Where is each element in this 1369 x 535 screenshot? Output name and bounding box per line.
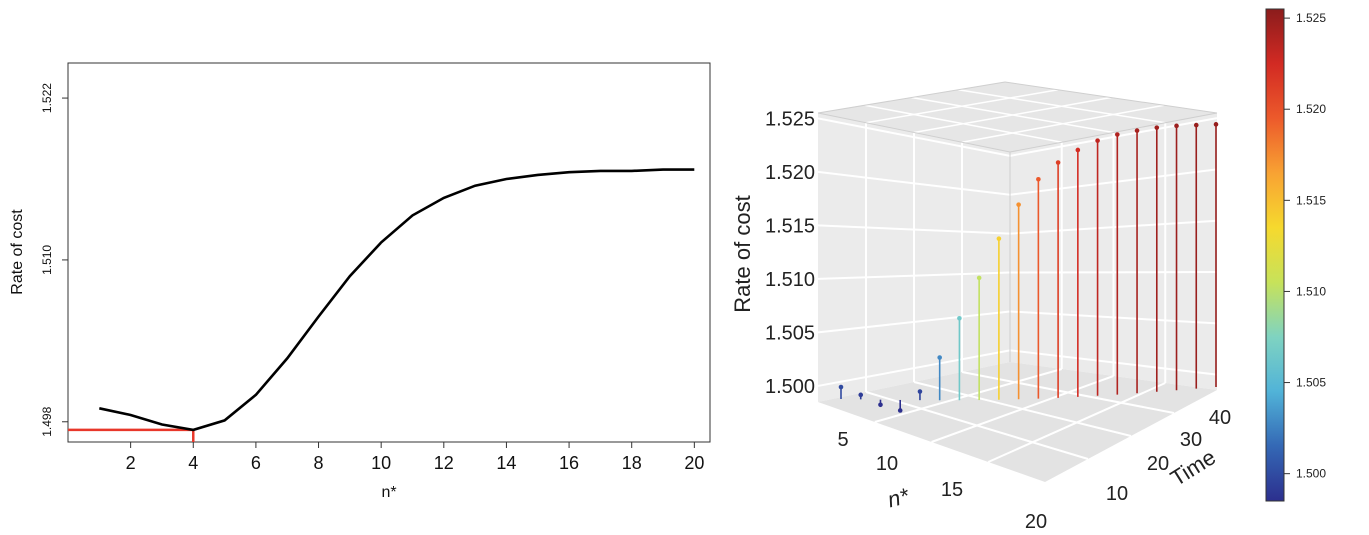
time-tick-label: 40 [1209,407,1231,429]
y-tick-label: 1.498 [40,406,54,436]
stem-point [996,236,1002,241]
stem-point [858,392,864,398]
z-tick-label: 1.520 [765,162,815,184]
box-edge [817,112,1011,153]
x-tick-label: 16 [559,453,579,473]
n-tick-label: 20 [1025,511,1047,533]
n-tick-label: 15 [941,479,963,501]
z-tick-label: 1.525 [765,108,815,130]
x-axis-label: n* [381,484,396,501]
plot-marks [68,168,695,442]
x-tick-label: 2 [126,453,136,473]
time-tick-label: 20 [1147,453,1169,475]
y-tick-label: 1.522 [40,83,54,113]
ceiling [818,82,1217,152]
grid-line [961,371,1175,414]
y-tick-label: 1.510 [40,245,54,275]
stem-point [1055,160,1061,165]
x-tick-label: 8 [314,453,324,473]
n-tick-label: 5 [837,429,848,451]
x-tick-label: 20 [684,453,704,473]
colorbar-tick-label: 1.510 [1296,284,1326,298]
grid-lines [817,81,1218,463]
stem-marks [838,122,1219,413]
colorbar-tick-label: 1.515 [1296,193,1326,207]
stem-point [1036,177,1041,182]
box-edge [1009,112,1218,153]
colorbar-tick-label: 1.525 [1296,11,1326,25]
stem-point [917,389,923,394]
colorbar-tick-label: 1.505 [1296,376,1326,390]
n-axis-label: n* [885,483,913,513]
time-tick-label: 10 [1106,483,1128,505]
box-edge [817,81,1006,114]
time-axis-label: Time [1166,444,1220,491]
stem-point [976,275,982,281]
x-axis: 2 4 6 8 10 12 14 16 18 20 [126,442,704,473]
time-tick-label: 30 [1180,429,1202,451]
x-tick-label: 10 [371,453,391,473]
colorbar-tick-label: 1.520 [1296,102,1326,116]
axis-tick-labels: 1.500 1.505 1.510 1.515 1.520 1.525 5 10 15 20 10 2… [765,108,1231,533]
x-tick-label: 14 [496,453,516,473]
stem-point [957,315,962,321]
stem-point [1075,147,1081,153]
stem-point [1193,122,1199,128]
z-tick-label: 1.500 [765,376,815,398]
colorbar-tick-label: 1.500 [1296,467,1326,481]
grid-line [913,96,1112,134]
x-tick-label: 18 [622,453,642,473]
y-axis-label: Rate of cost [9,209,26,295]
stem-point [1134,128,1140,133]
box-edge [1004,81,1218,114]
colorbar: 1.500 1.505 1.510 1.515 1.520 1.525 [1265,8,1326,502]
stem-point [1174,123,1179,129]
stem-point [1154,125,1160,130]
colorbar-ticks: 1.500 1.505 1.510 1.515 1.520 1.525 [1284,11,1326,481]
z-tick-label: 1.510 [765,269,815,291]
stem-point [1095,138,1100,143]
cost-line [99,168,695,432]
stem-point [937,355,942,360]
grid-line [913,381,1132,437]
x-tick-label: 12 [434,453,454,473]
x-tick-label: 6 [251,453,261,473]
stem-point [838,384,844,390]
z-tick-label: 1.505 [765,322,815,344]
stem-point [1115,132,1120,137]
line-chart-panel: 2 4 6 8 10 12 14 16 18 20 1.498 1.510 1.522 n* Rate… [9,62,711,501]
y-axis: 1.498 1.510 1.522 [40,83,68,437]
plot-frame [67,62,711,443]
stem-chart-3d-panel: 1.500 1.505 1.510 1.515 1.520 1.525 5 10 15 20 10 2… [730,81,1231,533]
grid-line [987,382,1166,463]
stem-point [1016,202,1021,207]
n-tick-label: 10 [876,453,898,475]
grid-line [961,104,1165,143]
z-tick-label: 1.515 [765,215,815,237]
x-tick-label: 4 [188,453,198,473]
z-axis-label: Rate of cost [730,195,755,312]
stem-point [878,402,883,408]
stem-point [897,408,903,413]
colorbar-gradient [1265,8,1285,502]
stem-point [1213,122,1219,127]
grid-line [958,89,1166,124]
